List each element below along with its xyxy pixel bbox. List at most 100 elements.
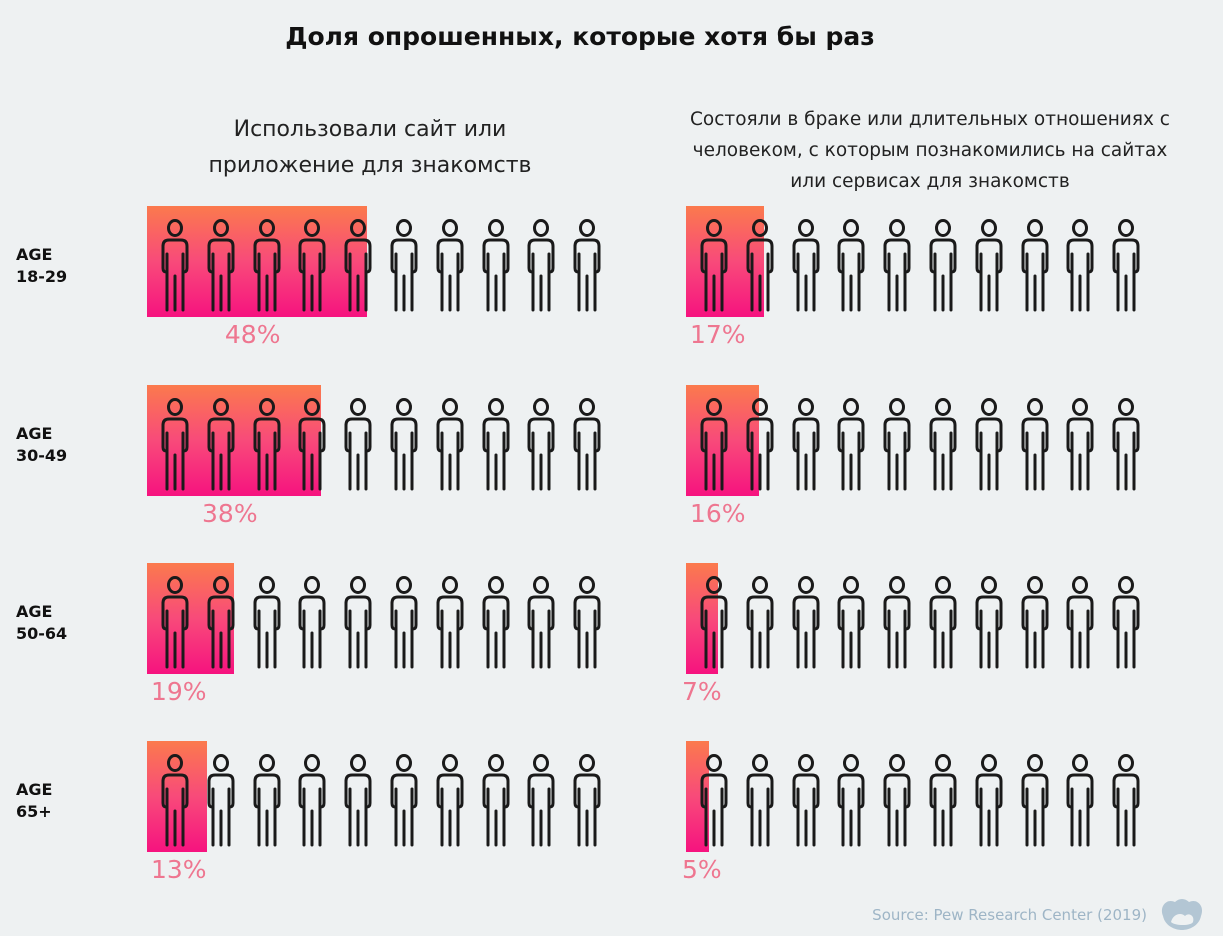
person-icon — [969, 216, 1009, 316]
person-icon — [430, 216, 470, 316]
person-icon — [384, 395, 424, 495]
person-icon — [1060, 573, 1100, 673]
person-icon — [1106, 751, 1146, 851]
person-icon — [476, 751, 516, 851]
person-icon — [338, 751, 378, 851]
age-label: AGE 65+ — [16, 779, 52, 823]
person-icon — [521, 751, 561, 851]
percent-label: 7% — [682, 677, 722, 706]
person-icon — [740, 216, 780, 316]
person-icon — [567, 751, 607, 851]
person-icon — [1060, 751, 1100, 851]
person-icon — [1015, 395, 1055, 495]
percent-label: 19% — [151, 677, 207, 706]
person-icon — [1060, 395, 1100, 495]
person-icon — [877, 751, 917, 851]
person-icon — [292, 395, 332, 495]
person-icon — [201, 751, 241, 851]
person-icon — [384, 573, 424, 673]
person-icon — [521, 573, 561, 673]
person-icon — [567, 216, 607, 316]
column-title-line: или сервисах для знакомств — [790, 171, 1070, 192]
person-icon — [694, 395, 734, 495]
person-icon — [338, 573, 378, 673]
person-icon — [831, 573, 871, 673]
person-icon — [476, 395, 516, 495]
percent-label: 38% — [202, 499, 258, 528]
column-title-used-apps: Использовали сайт или приложение для зна… — [150, 112, 590, 184]
person-icon — [877, 573, 917, 673]
value-fill — [686, 741, 709, 852]
person-icon — [247, 751, 287, 851]
percent-label: 5% — [682, 855, 722, 884]
person-icon — [292, 751, 332, 851]
person-icon — [155, 216, 195, 316]
person-icon — [430, 751, 470, 851]
column-title-line: приложение для знакомств — [208, 153, 532, 178]
column-title-relationship: Состояли в браке или длительных отношени… — [650, 104, 1210, 197]
person-icon — [831, 751, 871, 851]
person-icon — [923, 751, 963, 851]
age-label-line: AGE — [16, 780, 53, 799]
person-icon — [1015, 216, 1055, 316]
person-icon — [521, 395, 561, 495]
person-icon — [292, 216, 332, 316]
person-icon — [694, 573, 734, 673]
person-icon — [786, 395, 826, 495]
age-label-line: AGE — [16, 602, 53, 621]
person-icon — [567, 395, 607, 495]
person-icon — [831, 395, 871, 495]
person-icon — [786, 216, 826, 316]
person-icon — [384, 216, 424, 316]
person-icon — [1106, 395, 1146, 495]
age-label-line: 30-49 — [16, 446, 68, 465]
person-icon — [201, 573, 241, 673]
person-icon — [292, 573, 332, 673]
person-icon — [831, 216, 871, 316]
chart-title: Доля опрошенных, которые хотя бы раз — [285, 22, 875, 51]
person-icon — [877, 216, 917, 316]
person-icon — [740, 395, 780, 495]
age-label-line: AGE — [16, 424, 53, 443]
person-icon — [567, 573, 607, 673]
person-icon — [247, 573, 287, 673]
person-icon — [923, 395, 963, 495]
value-fill — [147, 741, 207, 852]
person-icon — [521, 216, 561, 316]
person-icon — [877, 395, 917, 495]
person-icon — [155, 751, 195, 851]
column-title-line: Использовали сайт или — [233, 117, 507, 142]
person-icon — [247, 395, 287, 495]
age-label-line: 18-29 — [16, 267, 68, 286]
person-icon — [476, 216, 516, 316]
age-label: AGE 50-64 — [16, 601, 67, 645]
percent-label: 48% — [224, 320, 281, 349]
column-title-line: Состояли в браке или длительных отношени… — [690, 109, 1170, 130]
person-icon — [740, 573, 780, 673]
person-icon — [969, 395, 1009, 495]
person-icon — [1060, 216, 1100, 316]
person-icon — [430, 573, 470, 673]
percent-label: 16% — [690, 499, 746, 528]
person-icon — [694, 216, 734, 316]
person-icon — [1106, 573, 1146, 673]
person-icon — [923, 216, 963, 316]
person-icon — [1015, 573, 1055, 673]
person-icon — [201, 395, 241, 495]
percent-label: 17% — [690, 320, 746, 349]
person-icon — [740, 751, 780, 851]
age-label-line: AGE — [16, 245, 53, 264]
age-label: AGE 30-49 — [16, 423, 67, 467]
brand-logo-icon — [1161, 899, 1203, 930]
age-label-line: 50-64 — [16, 624, 68, 643]
person-icon — [338, 216, 378, 316]
person-icon — [338, 395, 378, 495]
person-icon — [476, 573, 516, 673]
source-note: Source: Pew Research Center (2019) — [872, 906, 1147, 924]
person-icon — [786, 751, 826, 851]
person-icon — [155, 395, 195, 495]
person-icon — [969, 751, 1009, 851]
age-label: AGE 18-29 — [16, 244, 67, 288]
age-label-line: 65+ — [16, 802, 52, 821]
percent-label: 13% — [151, 855, 207, 884]
